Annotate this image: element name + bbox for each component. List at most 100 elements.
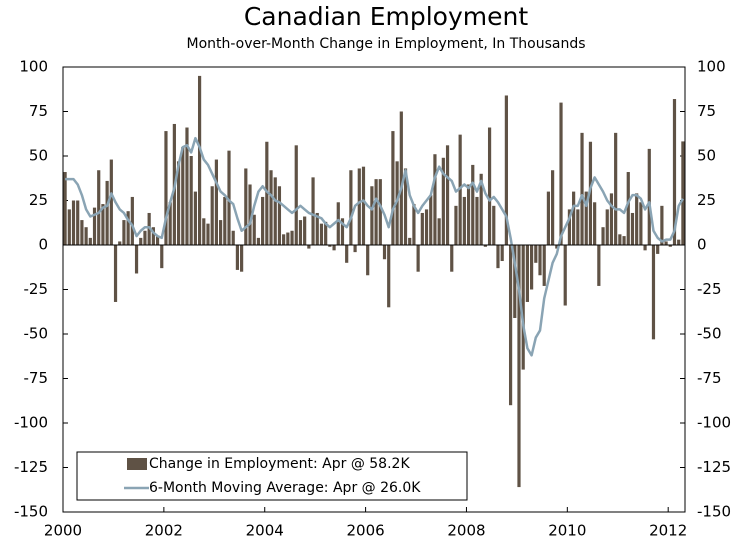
bar — [109, 159, 113, 245]
y-tick-label: -150 — [14, 503, 48, 521]
bar — [458, 134, 462, 245]
bar — [340, 218, 345, 245]
bar — [521, 245, 525, 370]
bar — [353, 245, 357, 253]
bar — [202, 218, 206, 245]
bar — [286, 232, 290, 245]
bar — [433, 154, 437, 245]
bar — [647, 148, 651, 245]
bar — [134, 245, 139, 274]
y-tick-label: -50 — [24, 325, 49, 343]
bar — [601, 227, 605, 245]
bar — [319, 223, 324, 245]
bar — [408, 237, 412, 245]
bar — [567, 209, 572, 245]
bar — [530, 245, 534, 290]
bar — [538, 245, 542, 276]
y2-tick-label: 100 — [697, 58, 726, 76]
bar — [614, 132, 618, 245]
bar — [605, 209, 609, 245]
x-tick-label: 2004 — [246, 522, 284, 540]
y2-tick-label: -50 — [697, 325, 722, 343]
x-tick-label: 2008 — [447, 522, 485, 540]
bar — [403, 168, 408, 245]
bar — [651, 245, 656, 340]
bar — [361, 166, 366, 245]
bar — [412, 204, 416, 245]
bar — [244, 168, 248, 245]
bar — [618, 234, 622, 245]
bar — [471, 164, 475, 245]
bar — [307, 245, 311, 249]
y2-tick-label: -150 — [697, 503, 731, 521]
bar — [370, 186, 374, 245]
bar — [630, 212, 635, 245]
x-tick-label: 2002 — [145, 522, 183, 540]
bar — [450, 245, 454, 272]
bar — [63, 172, 67, 245]
bar — [315, 212, 319, 245]
moving-average-line — [65, 136, 684, 357]
y-tick-label: 25 — [29, 191, 48, 209]
bar — [563, 245, 567, 306]
y-tick-label: 0 — [38, 236, 48, 254]
bar — [496, 245, 500, 269]
bar — [256, 237, 261, 245]
y2-tick-label: 0 — [697, 236, 707, 254]
bar — [139, 237, 143, 245]
bar — [151, 227, 155, 245]
bar — [92, 207, 97, 245]
bar — [67, 209, 71, 245]
bar — [479, 173, 483, 245]
bar — [576, 209, 580, 245]
bar — [508, 245, 513, 406]
bar — [298, 220, 303, 245]
bar — [88, 237, 92, 245]
bar — [542, 245, 546, 286]
bar — [399, 111, 403, 245]
bar — [677, 239, 681, 245]
bar — [664, 241, 668, 245]
y-tick-label: -100 — [14, 414, 48, 432]
bar — [197, 75, 202, 246]
bar — [681, 141, 685, 245]
bar — [441, 157, 445, 245]
bar — [639, 202, 643, 245]
y2-tick-label: -75 — [697, 369, 722, 387]
bar — [294, 145, 298, 245]
bar — [349, 170, 353, 245]
bar — [513, 245, 517, 318]
bar — [223, 196, 227, 245]
bar — [214, 159, 218, 245]
bar — [593, 202, 597, 245]
bar — [416, 245, 420, 272]
bar — [492, 205, 496, 245]
y-tick-label: 75 — [29, 102, 48, 120]
bar — [176, 161, 181, 245]
bar — [382, 245, 387, 260]
bar — [345, 245, 349, 263]
bar — [71, 200, 76, 245]
bar — [143, 230, 147, 245]
bar — [181, 147, 185, 245]
bar — [387, 245, 391, 308]
bar — [551, 170, 555, 245]
bar — [378, 179, 382, 245]
y2-tick-label: 25 — [697, 191, 716, 209]
bar — [391, 131, 395, 245]
bar — [231, 230, 235, 245]
bar — [672, 99, 677, 245]
bar — [643, 245, 647, 251]
bar — [206, 223, 210, 245]
bar — [303, 216, 307, 245]
bar — [80, 220, 84, 245]
bar — [559, 102, 563, 245]
bar — [164, 131, 168, 245]
y-tick-label: -25 — [24, 280, 49, 298]
bar — [534, 245, 538, 263]
y-tick-label: 100 — [19, 58, 48, 76]
y2-tick-label: -125 — [697, 458, 731, 476]
y2-tick-label: 75 — [697, 102, 716, 120]
chart-subtitle: Month-over-Month Change in Employment, I… — [186, 36, 585, 52]
bar — [227, 150, 231, 245]
